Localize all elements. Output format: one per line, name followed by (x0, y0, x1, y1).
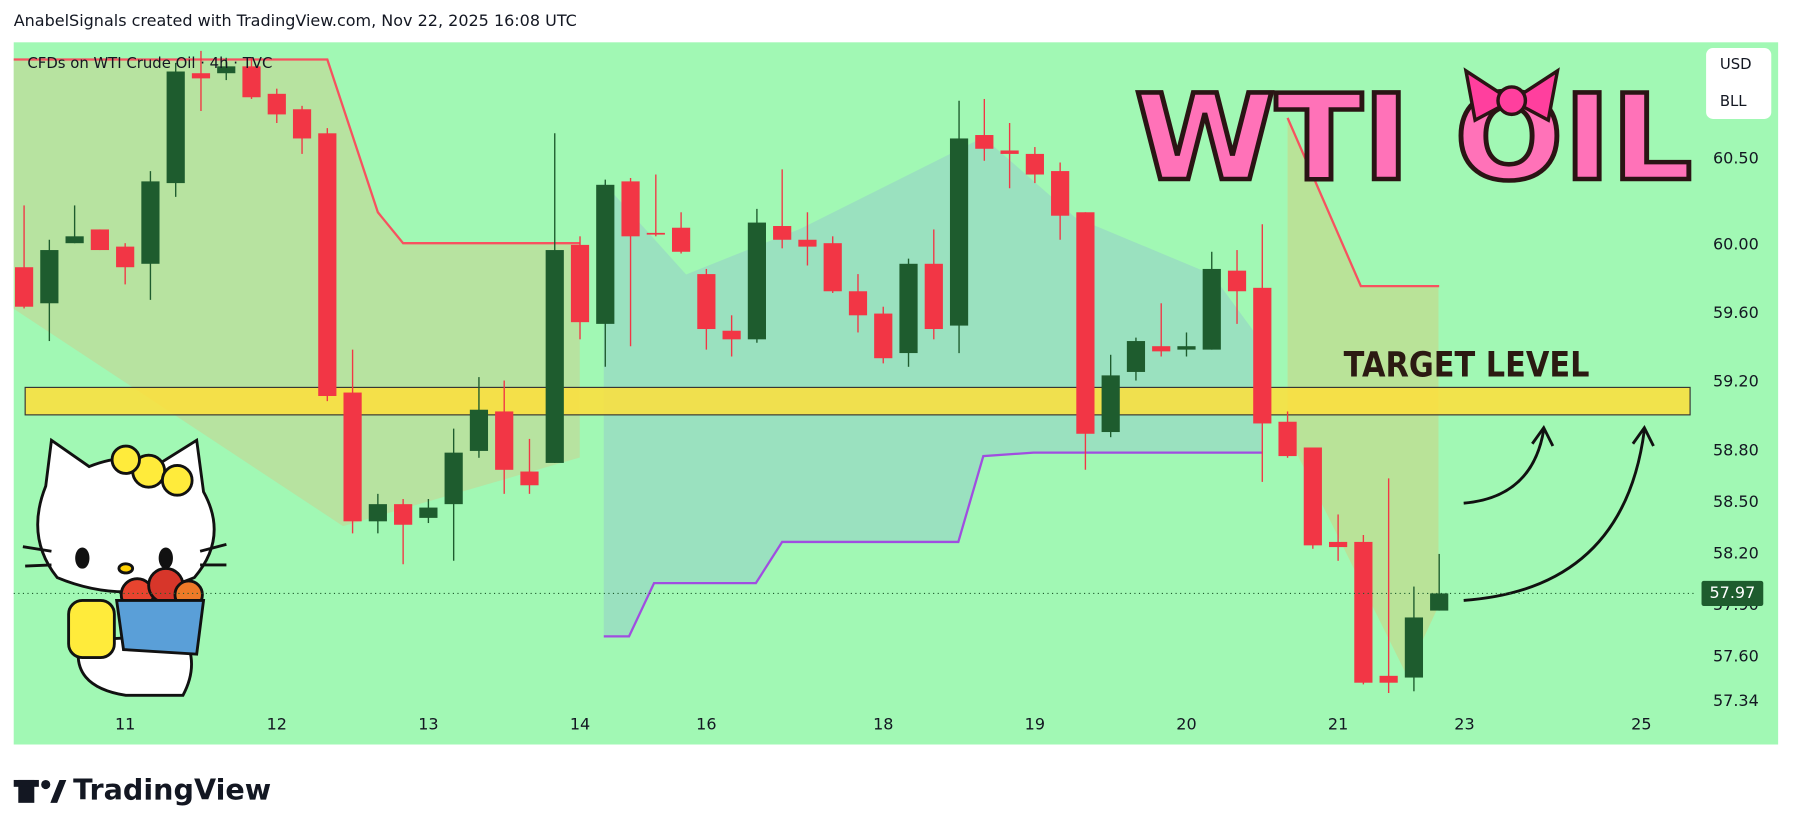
candle-body (419, 507, 438, 518)
last-price-box (1701, 580, 1764, 607)
y-tick-label: 60.00 (1713, 234, 1759, 253)
y-tick-label: 58.20 (1713, 543, 1759, 562)
candle-body (747, 222, 766, 340)
chart-title: CFDs on WTI Crude Oil · 4h · TVC (27, 54, 272, 72)
cartoon-cat (22, 437, 227, 697)
candle-body (722, 330, 741, 340)
candle-body (570, 244, 590, 323)
candle-body (596, 184, 615, 324)
candle-body (495, 411, 514, 470)
candle-body (116, 246, 135, 268)
headline: WTI OIL (1134, 70, 1692, 208)
x-tick-label: 21 (1328, 715, 1348, 734)
arrow (1463, 424, 1655, 602)
candle-body (848, 291, 868, 316)
candle-body (292, 109, 312, 139)
candle-body (343, 392, 362, 522)
indicator-line (1286, 117, 1440, 288)
candle-body (1000, 150, 1019, 154)
candle-body (545, 250, 564, 463)
x-tick-label: 25 (1631, 715, 1651, 734)
candle-body (191, 73, 211, 79)
candle-body (1303, 447, 1322, 546)
indicator-line (603, 451, 1263, 638)
candle-body (166, 71, 185, 184)
candle-body (40, 250, 59, 304)
candle-body (1076, 212, 1095, 434)
y-tick-label: 60.50 (1713, 149, 1759, 168)
candle-body (949, 138, 969, 326)
last-price-label: 57.97 (1709, 583, 1755, 602)
x-tick-label: 13 (418, 715, 438, 734)
y-tick-label: 57.34 (1713, 691, 1759, 710)
candle-body (394, 504, 413, 525)
candle-body (368, 504, 387, 522)
x-tick-label: 18 (873, 715, 893, 734)
candle-body (924, 263, 943, 330)
candle-body (469, 409, 489, 451)
y-tick-label: 59.20 (1713, 372, 1759, 391)
y-tick-label: 58.80 (1713, 440, 1759, 459)
candle-body (1253, 287, 1272, 424)
x-tick-label: 12 (267, 715, 287, 734)
x-tick-label: 23 (1454, 715, 1474, 734)
candle-body (1177, 346, 1196, 350)
bow-icon (1463, 67, 1560, 123)
candle-body (874, 313, 893, 359)
candle-body (90, 229, 109, 251)
candle-body (444, 452, 463, 505)
target-label: TARGET LEVEL (1344, 345, 1590, 385)
candle-body (823, 243, 842, 292)
candle-body (1051, 171, 1070, 216)
candle-body (1101, 375, 1120, 433)
x-tick-label: 20 (1176, 715, 1196, 734)
candle-body (141, 181, 160, 264)
candle-body (1278, 421, 1297, 457)
candle-body (1025, 153, 1044, 175)
candle-body (621, 181, 640, 237)
candle-body (520, 471, 539, 486)
unit-box (1706, 48, 1772, 119)
brand-logo (13, 779, 67, 803)
y-tick-label: 59.60 (1713, 303, 1759, 322)
candle-body (975, 135, 994, 149)
attribution: AnabelSignals created with TradingView.c… (14, 11, 577, 30)
indicator-line (13, 58, 581, 245)
currency: USD (1720, 55, 1752, 73)
x-tick-label: 16 (696, 715, 716, 734)
y-tick-label: 57.60 (1713, 646, 1759, 665)
candle-body (14, 267, 34, 307)
x-tick-label: 14 (570, 715, 590, 734)
candle-body (1126, 341, 1146, 372)
candle-body (1227, 270, 1247, 292)
shaded-zone (603, 137, 1263, 636)
unit: BLL (1720, 92, 1747, 110)
candle-body (773, 226, 792, 240)
candle-body (1404, 617, 1424, 678)
candle-body (899, 263, 918, 354)
brand: TradingView (73, 772, 271, 806)
candle-body (697, 274, 716, 330)
candle-body (1202, 268, 1221, 350)
target-zone (24, 386, 1691, 416)
candle-body (1152, 346, 1171, 352)
candle-body (798, 239, 817, 247)
candle-body (267, 93, 286, 115)
candle-body (318, 133, 337, 396)
plot-area (13, 50, 1691, 694)
candle-body (646, 232, 665, 235)
candle-body (1354, 541, 1373, 683)
y-tick-label: 58.50 (1713, 492, 1759, 511)
candle-body (1379, 675, 1398, 683)
candle-body (1430, 593, 1449, 611)
candle-body (1329, 541, 1348, 548)
candle-body (242, 66, 261, 98)
x-tick-label: 19 (1025, 715, 1045, 734)
candle-body (65, 236, 84, 244)
candle-body (671, 227, 691, 252)
x-tick-label: 11 (115, 715, 135, 734)
candle-body (217, 66, 236, 74)
